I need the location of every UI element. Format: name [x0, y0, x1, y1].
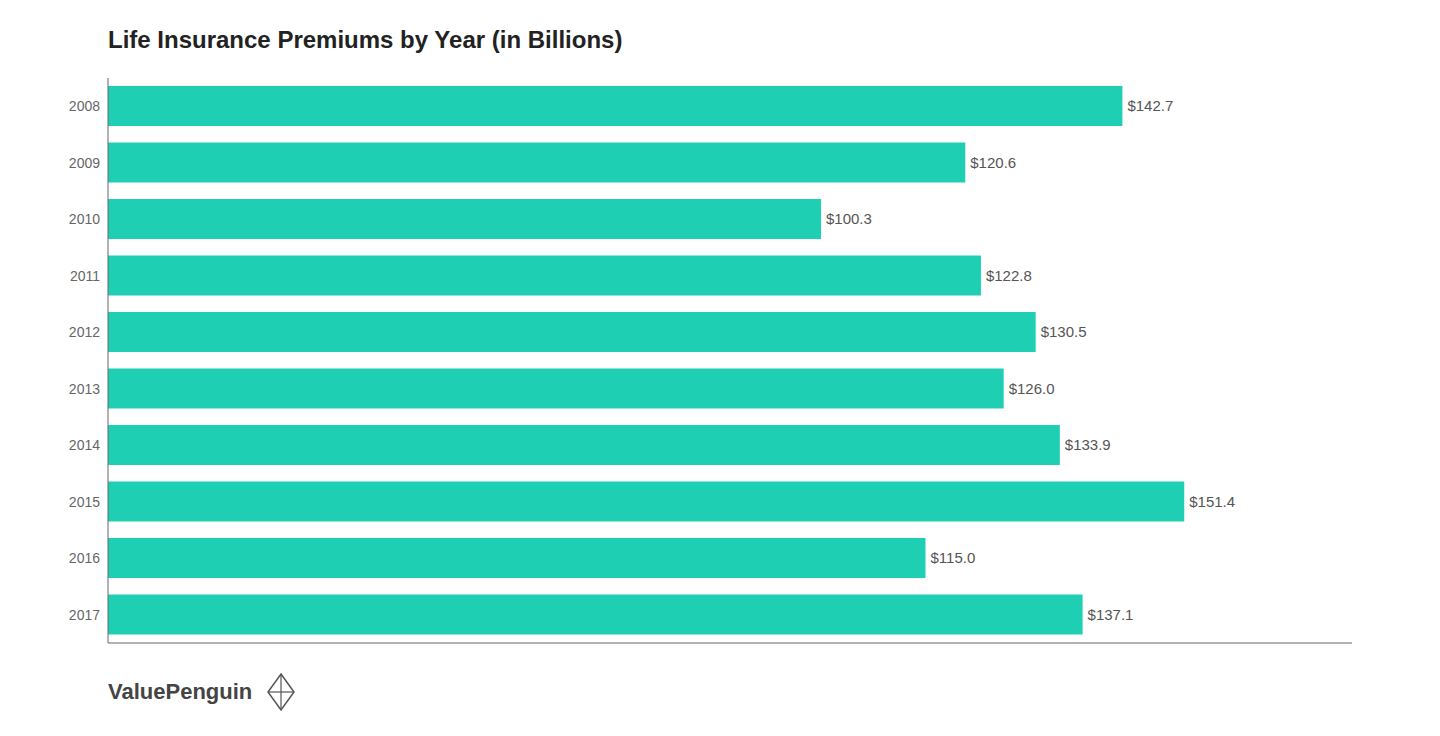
svg-text:$100.3: $100.3	[826, 210, 872, 227]
svg-text:$122.8: $122.8	[986, 267, 1032, 284]
svg-text:2016: 2016	[69, 550, 100, 566]
svg-text:2008: 2008	[69, 98, 100, 114]
svg-text:$151.4: $151.4	[1189, 493, 1235, 510]
svg-text:2010: 2010	[69, 211, 100, 227]
svg-text:2013: 2013	[69, 381, 100, 397]
svg-text:$142.7: $142.7	[1127, 97, 1173, 114]
svg-text:$130.5: $130.5	[1041, 323, 1087, 340]
svg-text:2015: 2015	[69, 494, 100, 510]
svg-text:2014: 2014	[69, 437, 100, 453]
html-text:ValuePenguin: ValuePenguin	[108, 679, 253, 704]
svg-text:$126.0: $126.0	[1009, 380, 1055, 397]
svg-text:$137.1: $137.1	[1088, 606, 1134, 623]
svg-text:2017: 2017	[69, 607, 100, 623]
svg-text:$133.9: $133.9	[1065, 436, 1111, 453]
svg-text:2011: 2011	[70, 268, 100, 284]
html-text:Life Insurance Premiums by Yea: Life Insurance Premiums by Year (in Bill…	[108, 26, 623, 53]
svg-text:$115.0: $115.0	[930, 549, 975, 566]
svg-text:$120.6: $120.6	[970, 154, 1016, 171]
svg-text:2012: 2012	[69, 324, 100, 340]
svg-text:2009: 2009	[69, 155, 100, 171]
